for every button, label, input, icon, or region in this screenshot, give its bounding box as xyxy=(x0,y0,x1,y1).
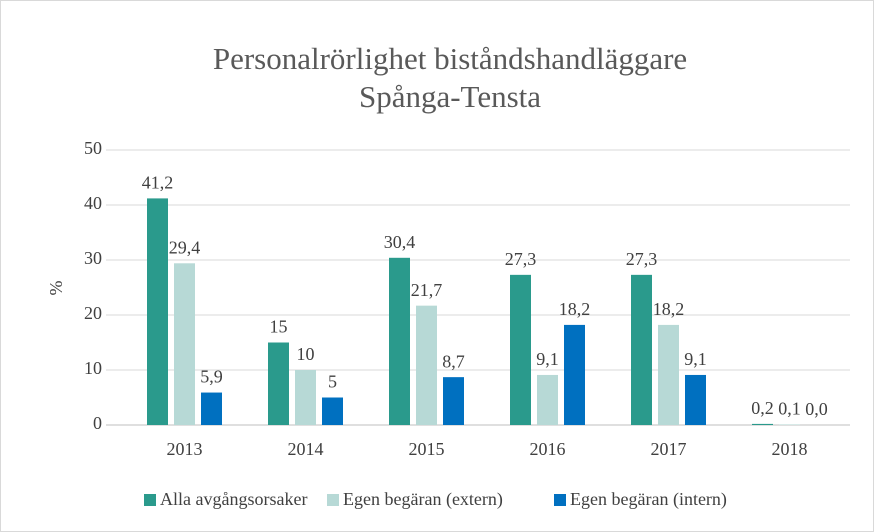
legend-label: Egen begäran (extern) xyxy=(343,489,503,510)
x-tick-label: 2016 xyxy=(530,439,566,459)
y-tick-label: 40 xyxy=(84,193,102,213)
bar xyxy=(268,342,289,425)
data-label: 9,1 xyxy=(536,349,559,369)
data-label: 29,4 xyxy=(169,237,201,257)
bar xyxy=(201,392,222,425)
x-tick-label: 2017 xyxy=(651,439,687,459)
legend-label: Alla avgångsorsaker xyxy=(160,489,307,509)
y-tick-label: 20 xyxy=(84,303,102,323)
legend-swatch xyxy=(554,494,566,506)
bar xyxy=(658,324,679,425)
legend-label: Egen begäran (intern) xyxy=(570,489,727,510)
data-label: 15 xyxy=(270,317,288,337)
data-label: 0,1 xyxy=(778,399,801,419)
y-tick-label: 10 xyxy=(84,358,102,378)
data-label: 27,3 xyxy=(626,249,658,269)
x-tick-label: 2015 xyxy=(409,439,445,459)
data-label: 8,7 xyxy=(442,351,465,371)
data-label: 30,4 xyxy=(384,232,416,252)
data-label: 21,7 xyxy=(411,280,443,300)
y-axis-label: % xyxy=(46,281,66,296)
bar xyxy=(147,198,168,425)
bar xyxy=(295,370,316,425)
bar xyxy=(389,257,410,425)
x-tick-label: 2018 xyxy=(772,439,808,459)
chart-title: Spånga-Tensta xyxy=(359,79,541,114)
legend-swatch xyxy=(327,494,339,506)
data-label: 18,2 xyxy=(559,299,591,319)
bar xyxy=(174,263,195,425)
y-tick-label: 30 xyxy=(84,248,102,268)
bar xyxy=(752,423,773,425)
data-label: 18,2 xyxy=(653,299,685,319)
data-label: 0,2 xyxy=(751,398,774,418)
bar xyxy=(443,377,464,425)
bar xyxy=(564,324,585,425)
bar xyxy=(322,397,343,425)
bar xyxy=(631,274,652,425)
x-tick-label: 2013 xyxy=(167,439,203,459)
legend-swatch xyxy=(144,494,156,506)
data-label: 41,2 xyxy=(142,173,174,193)
bar xyxy=(416,305,437,425)
bar xyxy=(537,374,558,425)
data-label: 0,0 xyxy=(805,399,828,419)
data-label: 9,1 xyxy=(684,349,707,369)
y-tick-label: 0 xyxy=(93,413,102,433)
data-label: 5 xyxy=(328,372,337,392)
bar xyxy=(685,374,706,425)
bar xyxy=(779,424,800,425)
x-tick-label: 2014 xyxy=(288,439,324,459)
data-label: 10 xyxy=(297,344,315,364)
bar xyxy=(510,274,531,425)
y-tick-label: 50 xyxy=(84,138,102,158)
data-label: 5,9 xyxy=(200,367,223,387)
chart-title: Personalrörlighet biståndshandläggare xyxy=(213,41,687,76)
data-label: 27,3 xyxy=(505,249,537,269)
